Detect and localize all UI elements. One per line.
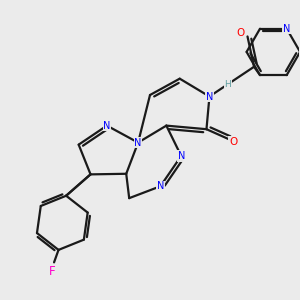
- Text: H: H: [224, 80, 231, 88]
- Text: N: N: [178, 151, 185, 161]
- Text: N: N: [134, 138, 142, 148]
- Text: O: O: [229, 137, 237, 147]
- Text: N: N: [157, 181, 164, 191]
- Text: N: N: [283, 24, 290, 34]
- Text: N: N: [103, 121, 111, 130]
- Text: O: O: [236, 28, 244, 38]
- Text: N: N: [206, 92, 213, 101]
- Text: F: F: [49, 265, 55, 278]
